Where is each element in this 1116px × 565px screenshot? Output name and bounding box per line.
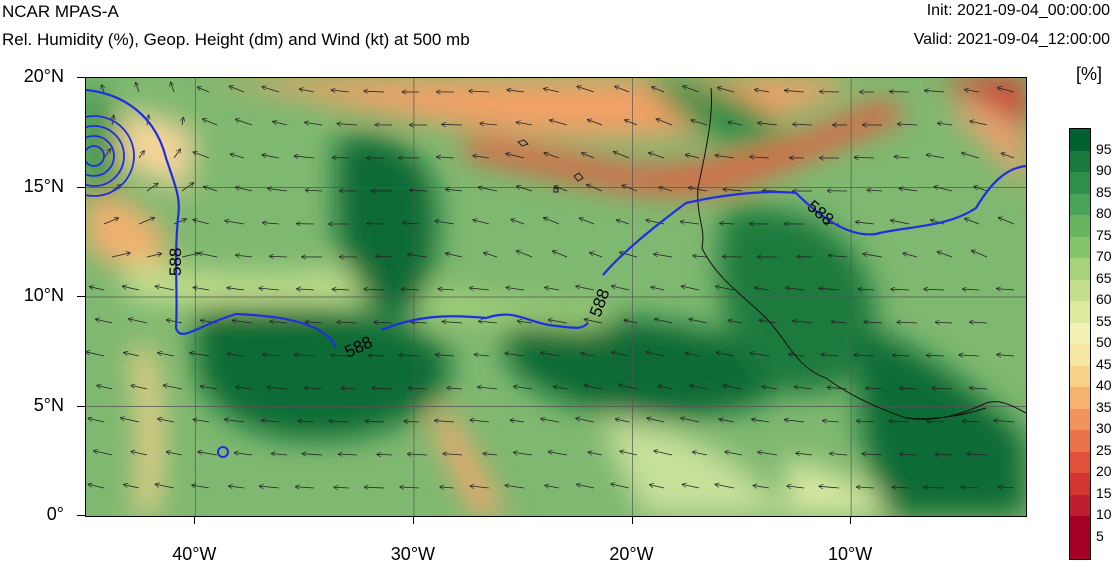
colorbar-swatch — [1070, 516, 1090, 538]
colorbar-level-label: 65 — [1096, 270, 1112, 286]
latitude-tick — [77, 187, 85, 188]
colorbar-swatch — [1070, 301, 1090, 323]
latitude-label: 0° — [0, 504, 64, 525]
colorbar-level-label: 5 — [1096, 528, 1104, 544]
latitude-label: 5°N — [0, 395, 64, 416]
colorbar — [1069, 128, 1091, 560]
init-time: Init: 2021-09-04_00:00:00 — [927, 2, 1110, 20]
latitude-label: 10°N — [0, 285, 64, 306]
latitude-label: 15°N — [0, 176, 64, 197]
colorbar-level-label: 90 — [1096, 162, 1112, 178]
colorbar-swatch — [1070, 258, 1090, 280]
colorbar-swatch — [1070, 409, 1090, 431]
colorbar-swatch — [1070, 452, 1090, 474]
latitude-tick — [77, 406, 85, 407]
field-title: Rel. Humidity (%), Geop. Height (dm) and… — [2, 30, 470, 50]
colorbar-swatch — [1070, 538, 1090, 560]
colorbar-swatch — [1070, 215, 1090, 237]
colorbar-swatch — [1070, 151, 1090, 173]
colorbar-level-label: 50 — [1096, 334, 1112, 350]
colorbar-level-label: 45 — [1096, 356, 1112, 372]
colorbar-level-label: 10 — [1096, 506, 1112, 522]
longitude-tick — [632, 516, 633, 524]
colorbar-swatch — [1070, 280, 1090, 302]
longitude-label: 20°W — [597, 544, 667, 565]
colorbar-swatch — [1070, 323, 1090, 345]
humidity-map: 588 588 588 588 — [86, 78, 1026, 516]
colorbar-swatch — [1070, 495, 1090, 517]
longitude-label: 10°W — [815, 544, 885, 565]
colorbar-swatch — [1070, 237, 1090, 259]
colorbar-level-label: 80 — [1096, 205, 1112, 221]
longitude-tick — [413, 516, 414, 524]
colorbar-level-label: 40 — [1096, 377, 1112, 393]
colorbar-swatch — [1070, 473, 1090, 495]
latitude-tick — [77, 515, 85, 516]
colorbar-swatch — [1070, 344, 1090, 366]
model-title: NCAR MPAS-A — [2, 2, 119, 22]
colorbar-unit: [%] — [1076, 64, 1102, 85]
latitude-tick — [77, 77, 85, 78]
colorbar-level-label: 85 — [1096, 184, 1112, 200]
wind-arrow — [333, 157, 349, 158]
colorbar-level-label: 55 — [1096, 313, 1112, 329]
latitude-tick — [77, 296, 85, 297]
colorbar-swatch — [1070, 387, 1090, 409]
colorbar-swatch — [1070, 366, 1090, 388]
longitude-tick — [194, 516, 195, 524]
map-panel: 588 588 588 588 — [85, 77, 1027, 517]
colorbar-level-label: 20 — [1096, 463, 1112, 479]
colorbar-level-label: 70 — [1096, 248, 1112, 264]
colorbar-level-label: 75 — [1096, 227, 1112, 243]
colorbar-swatch — [1070, 194, 1090, 216]
colorbar-swatch — [1070, 430, 1090, 452]
colorbar-level-label: 95 — [1096, 141, 1112, 157]
contour-label-1: 588 — [166, 248, 185, 276]
valid-time: Valid: 2021-09-04_12:00:00 — [914, 31, 1110, 49]
colorbar-swatch — [1070, 129, 1090, 151]
longitude-label: 40°W — [159, 544, 229, 565]
colorbar-level-label: 60 — [1096, 291, 1112, 307]
longitude-label: 30°W — [378, 544, 448, 565]
colorbar-level-label: 30 — [1096, 420, 1112, 436]
colorbar-swatch — [1070, 172, 1090, 194]
colorbar-level-label: 35 — [1096, 399, 1112, 415]
colorbar-level-label: 25 — [1096, 442, 1112, 458]
longitude-tick — [850, 516, 851, 524]
colorbar-level-label: 15 — [1096, 485, 1112, 501]
latitude-label: 20°N — [0, 66, 64, 87]
